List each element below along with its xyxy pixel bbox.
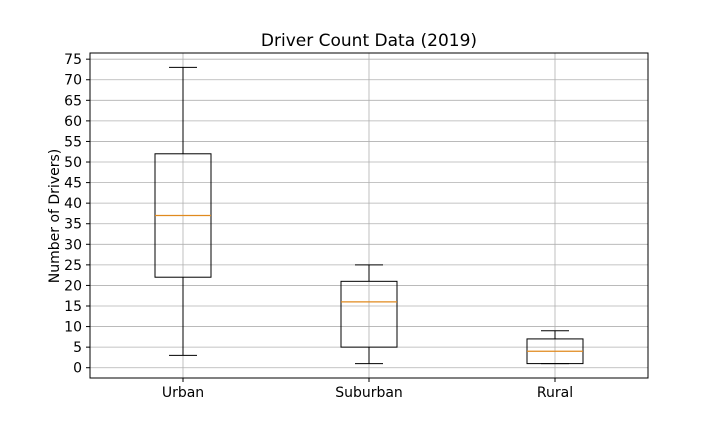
- y-tick-label: 40: [64, 196, 82, 212]
- y-tick-label: 35: [64, 217, 82, 233]
- x-tick-label: Urban: [162, 385, 204, 401]
- axis-ticks: 0 5 10 15 20 25 30 35 40 45 50 55 60 65 70 75 Urban Subur…: [64, 52, 573, 401]
- y-tick-label: 30: [64, 237, 82, 253]
- chart-title: Driver Count Data (2019): [261, 31, 477, 51]
- y-tick-label: 45: [64, 176, 82, 192]
- box-rural: [526, 330, 584, 365]
- y-tick-label: 15: [64, 299, 82, 315]
- x-tick-label: Rural: [537, 385, 573, 401]
- y-axis-label: Number of Drivers): [47, 149, 63, 283]
- y-tick-label: 10: [64, 320, 82, 336]
- y-tick-label: 20: [64, 278, 82, 294]
- plot-frame: [89, 52, 649, 379]
- iqr-box: [340, 280, 398, 348]
- box-urban: [154, 66, 212, 356]
- y-tick-label: 70: [64, 73, 82, 89]
- y-tick-label: 5: [73, 340, 82, 356]
- box-suburban: [340, 264, 398, 365]
- y-tick-label: 75: [64, 52, 82, 68]
- x-tick-label: Suburban: [335, 385, 403, 401]
- y-tick-label: 60: [64, 114, 82, 130]
- y-tick-label: 0: [73, 361, 82, 377]
- y-tick-label: 50: [64, 155, 82, 171]
- y-tick-label: 65: [64, 93, 82, 109]
- y-tick-label: 25: [64, 258, 82, 274]
- y-tick-label: 55: [64, 134, 82, 150]
- box-series: [154, 66, 584, 365]
